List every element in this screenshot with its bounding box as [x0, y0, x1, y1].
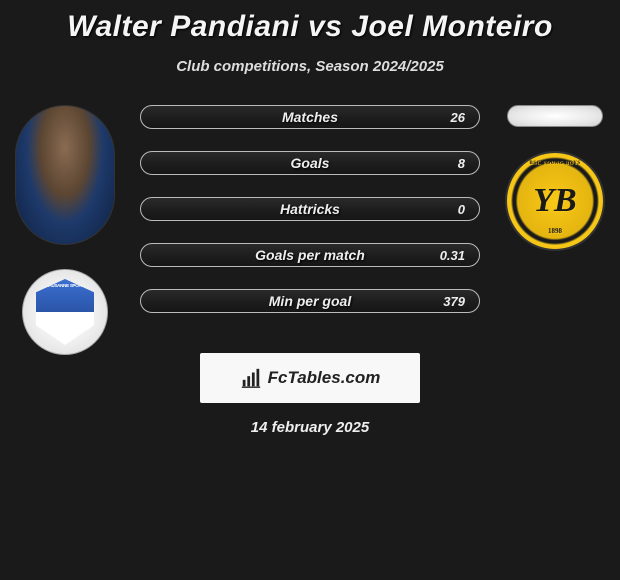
subtitle: Club competitions, Season 2024/2025 [0, 58, 620, 75]
player2-avatar [507, 105, 603, 127]
stat-right-value: 8 [458, 156, 465, 171]
stat-label: Hattricks [280, 201, 340, 217]
stats-list: Matches 26 Goals 8 Hattricks 0 Goals per… [140, 105, 480, 313]
player1-club-badge: LAUSANNE SPORT [22, 269, 108, 355]
stat-label: Goals [291, 155, 330, 171]
stat-right-value: 0.31 [440, 248, 465, 263]
brand-badge: FcTables.com [200, 353, 420, 403]
right-column: BSC YOUNG BOYS YB 1898 [490, 105, 620, 251]
player2-club-badge: BSC YOUNG BOYS YB 1898 [505, 151, 605, 251]
stat-row-min-per-goal: Min per goal 379 [140, 289, 480, 313]
stat-row-goals: Goals 8 [140, 151, 480, 175]
page-title: Walter Pandiani vs Joel Monteiro [0, 0, 620, 44]
club2-top-text: BSC YOUNG BOYS [529, 161, 580, 166]
club1-shield-icon: LAUSANNE SPORT [36, 279, 94, 345]
stat-label: Min per goal [269, 293, 351, 309]
bar-chart-icon [240, 367, 262, 389]
stat-row-matches: Matches 26 [140, 105, 480, 129]
club2-year: 1898 [548, 227, 562, 235]
player1-avatar [15, 105, 115, 245]
club2-letters: YB [533, 182, 576, 220]
left-column: LAUSANNE SPORT [0, 105, 130, 355]
brand-text: FcTables.com [268, 368, 381, 388]
date-text: 14 february 2025 [0, 419, 620, 436]
stat-right-value: 26 [451, 110, 465, 125]
stat-right-value: 379 [443, 294, 465, 309]
main-area: LAUSANNE SPORT BSC YOUNG BOYS YB 1898 Ma… [0, 105, 620, 436]
stat-row-goals-per-match: Goals per match 0.31 [140, 243, 480, 267]
stat-row-hattricks: Hattricks 0 [140, 197, 480, 221]
stat-label: Matches [282, 109, 338, 125]
stat-right-value: 0 [458, 202, 465, 217]
club1-badge-text: LAUSANNE SPORT [39, 283, 91, 288]
stat-label: Goals per match [255, 247, 365, 263]
